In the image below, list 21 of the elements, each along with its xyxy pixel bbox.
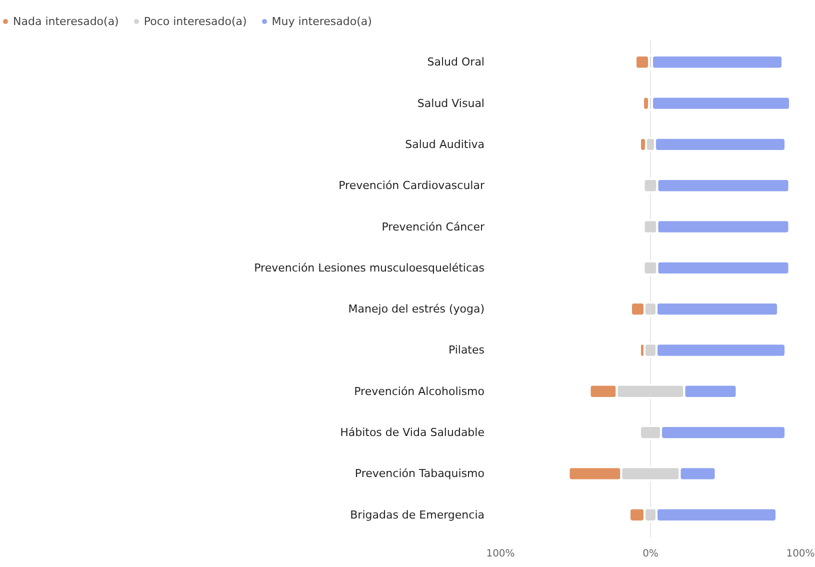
bar — [634, 54, 650, 70]
legend-label: Nada interesado(a) — [13, 14, 119, 28]
x-tick-label: 100% — [786, 548, 815, 560]
bar — [651, 54, 784, 70]
y-tick-label: Salud Oral — [427, 56, 485, 69]
y-tick-label: Prevención Cáncer — [382, 220, 485, 234]
y-tick-label: Hábitos de Vida Saludable — [340, 426, 485, 440]
y-tick-label: Salud Auditiva — [405, 138, 485, 151]
y-tick-label: Prevención Alcoholismo — [354, 384, 485, 398]
y-tick-label: Salud Visual — [417, 96, 485, 110]
x-tick-label: 0% — [642, 548, 658, 560]
x-tick-label: 100% — [486, 548, 515, 560]
legend-label: Muy interesado(a) — [272, 14, 372, 28]
y-tick-label: Prevención Tabaquismo — [354, 467, 485, 480]
y-tick-label: Pilates — [448, 344, 485, 357]
legend-label: Poco interesado(a) — [144, 14, 247, 28]
y-tick-label: Manejo del estrés (yoga) — [348, 302, 485, 316]
y-tick-label: Prevención Lesiones musculoesqueléticas — [254, 261, 485, 274]
y-tick-label: Prevención Cardiovascular — [338, 179, 485, 192]
y-tick-label: Brigadas de Emergencia — [350, 508, 484, 522]
bar — [651, 96, 791, 111]
